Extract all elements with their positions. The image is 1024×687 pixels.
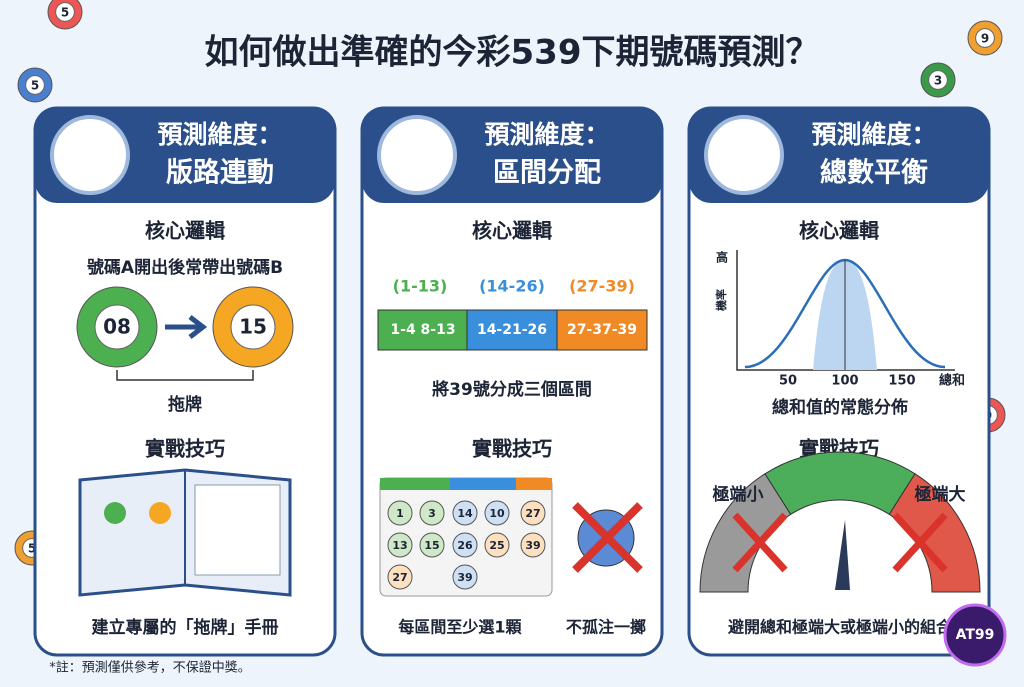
logic-heading: 核心邏輯 [799, 219, 879, 243]
pick-number: 25 [489, 539, 504, 552]
pick-number: 10 [489, 507, 505, 520]
range-label: (14-26) [479, 277, 545, 296]
range-label: (27-39) [569, 277, 635, 296]
x-tick: 50 [779, 374, 797, 389]
ball-number: 3 [934, 74, 942, 88]
axes [736, 250, 955, 371]
ball-face [55, 2, 75, 22]
pick-ball [452, 532, 478, 558]
link-label: 拖牌 [168, 394, 202, 415]
x-label: 總和 [939, 373, 965, 389]
col [516, 478, 552, 490]
card-icon [704, 115, 784, 195]
logic-heading: 核心邏輯 [145, 219, 225, 243]
pick-number: 14 [457, 507, 473, 520]
range-bar-label: 1-4 8-13 [390, 322, 455, 338]
footnote: *註：預測僅供參考，不保證中獎。 [49, 660, 251, 676]
pick-number: 27 [392, 571, 407, 584]
needle [835, 520, 850, 590]
col [380, 478, 450, 490]
caption: 不孤注一擲 [566, 618, 646, 637]
pick-number: 3 [428, 507, 436, 520]
pick-ball [484, 532, 510, 558]
pick-number: 15 [424, 539, 439, 552]
cross [572, 502, 643, 573]
card-name: 區間分配 [493, 158, 601, 189]
range-bar-label: 27-37-39 [567, 322, 637, 338]
card-name: 版路連動 [166, 157, 274, 189]
ball-face [928, 70, 948, 90]
cross [732, 512, 948, 573]
ball-number: 5 [61, 6, 69, 20]
ball-number: 08 [103, 315, 131, 339]
card-name: 總數平衡 [820, 157, 928, 189]
range-label: (1-13) [393, 277, 448, 296]
tips-heading: 實戰技巧 [472, 437, 552, 461]
pick-number: 26 [457, 539, 473, 552]
extreme-label: 極端大 [915, 484, 966, 505]
range-bar [377, 309, 469, 351]
ball-face [94, 304, 140, 350]
y-high: 高 [716, 250, 728, 265]
range-bar-label: 14-21-26 [477, 322, 547, 338]
mini-ball [104, 502, 126, 524]
logic-text: 將39號分成三個區間 [432, 379, 592, 400]
pick-ball [387, 564, 413, 590]
pick-ball [484, 500, 510, 526]
ball-face [25, 75, 45, 95]
range-bar [556, 309, 648, 351]
ball-face [230, 304, 276, 350]
range-bar [466, 309, 558, 351]
col [450, 478, 516, 490]
pick-number: 39 [525, 539, 540, 552]
pick-ball [520, 500, 546, 526]
card-icon [50, 115, 130, 195]
pick-ball [520, 532, 546, 558]
pick-number: 27 [525, 507, 540, 520]
pick-ball [419, 500, 445, 526]
pick-number: 39 [457, 571, 472, 584]
arrow [165, 315, 208, 339]
bracket [116, 370, 254, 381]
ball-number: 5 [28, 542, 36, 556]
x-tick: 150 [888, 374, 915, 389]
card-label: 預測維度： [811, 120, 936, 149]
ball-number: 5 [31, 79, 39, 93]
card-label: 預測維度： [484, 120, 609, 149]
ball-number: 15 [239, 315, 267, 339]
pick-ball [452, 500, 478, 526]
mini-ball [149, 502, 171, 524]
book-table [194, 484, 281, 576]
pick-ball [387, 532, 413, 558]
pick-ball [419, 532, 445, 558]
pick-number: 1 [396, 507, 404, 520]
card-label: 預測維度： [157, 120, 282, 149]
title: 如何做出準確的今彩539下期號碼預測？ [205, 33, 820, 73]
x-tick: 100 [831, 374, 858, 389]
pick-ball [452, 564, 478, 590]
ball-number: 9 [981, 32, 989, 46]
caption: 避開總和極端大或極端小的組合 [728, 618, 953, 637]
pick-number: 13 [392, 539, 407, 552]
logo: AT99 [956, 627, 995, 643]
y-label: 機率 [714, 289, 728, 311]
caption: 建立專屬的「拖牌」手冊 [92, 617, 279, 638]
logo-badge [943, 603, 1007, 667]
card-icon [377, 115, 457, 195]
logic-heading: 核心邏輯 [472, 219, 552, 243]
logic-text: 號碼A開出後常帶出號碼B [87, 257, 283, 278]
tips-heading: 實戰技巧 [145, 437, 225, 461]
logic-text: 總和值的常態分佈 [772, 397, 908, 418]
ball-face [975, 28, 995, 48]
extreme-label: 極端小 [713, 484, 764, 505]
pick-ball [387, 500, 413, 526]
caption: 每區間至少選1顆 [398, 618, 522, 637]
